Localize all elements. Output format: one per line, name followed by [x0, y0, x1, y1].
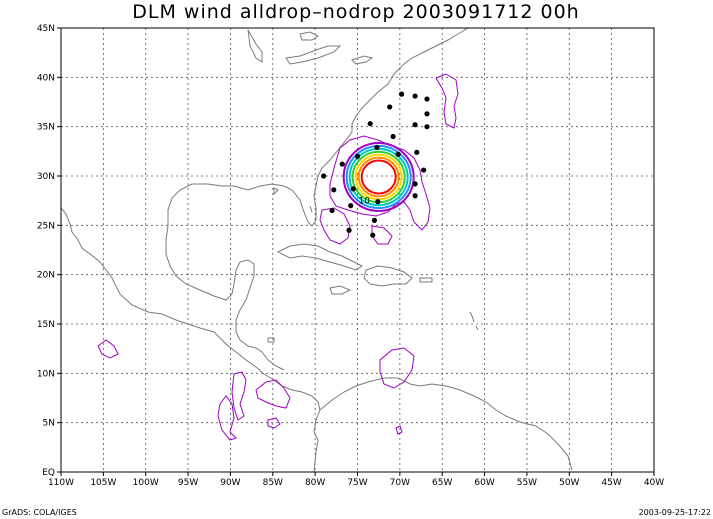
- dropsonde-point: [424, 124, 430, 130]
- dropsonde-point: [414, 149, 420, 155]
- tick-label-lon: 65W: [432, 478, 452, 488]
- longitude-axis: 110W 105W 100W 95W 90W 85W 80W 75W 70W 65W 60W 55W 5…: [48, 472, 664, 488]
- dropsonde-point: [375, 199, 381, 205]
- tick-label-lat: 30N: [37, 172, 55, 182]
- dropsonde-point: [387, 104, 393, 110]
- dropsonde-point: [398, 91, 405, 97]
- tick-label-lat: EQ: [42, 468, 55, 478]
- tick-label-lon: 100W: [133, 478, 159, 488]
- dropsonde-point: [367, 121, 373, 127]
- tick-label-lat: 40N: [37, 73, 55, 83]
- contour-ring: [357, 156, 400, 198]
- footer-timestamp: 2003-09-25-17:22: [639, 508, 711, 517]
- dropsonde-point: [331, 187, 337, 193]
- dropsonde-point: [339, 161, 345, 167]
- tick-label-lon: 90W: [220, 478, 240, 488]
- tick-label-lat: 5N: [43, 419, 55, 429]
- tick-label-lat: 15N: [37, 320, 55, 330]
- dropsonde-point: [424, 111, 430, 117]
- tick-label-lon: 45W: [601, 478, 621, 488]
- tick-label-lat: 20N: [37, 271, 55, 281]
- dropsonde-point: [354, 153, 361, 159]
- tick-label-lon: 110W: [48, 478, 74, 488]
- dropsonde-point: [412, 193, 418, 199]
- tick-label-lat: 10N: [37, 369, 55, 379]
- dropsonde-point: [350, 186, 356, 192]
- dropsonde-point: [390, 133, 396, 140]
- tick-label-lon: 80W: [305, 478, 325, 488]
- tick-label-lon: 105W: [90, 478, 116, 488]
- dropsonde-markers: [321, 91, 430, 238]
- dropsonde-point: [420, 167, 427, 173]
- dropsonde-point: [412, 93, 418, 99]
- dropsonde-point: [321, 173, 327, 179]
- contour-ring: [351, 150, 406, 204]
- tick-label-lon: 95W: [178, 478, 198, 488]
- tick-label-lat: 35N: [37, 123, 55, 133]
- grid-lines: [61, 28, 654, 472]
- tick-label-lon: 60W: [474, 478, 494, 488]
- contour-ring: [360, 159, 397, 195]
- map-title: DLM wind alldrop–nodrop 2003091712 00h: [132, 1, 579, 23]
- tick-label-lat: 45N: [37, 24, 55, 34]
- dropsonde-point: [412, 122, 418, 128]
- contour-ring: [342, 142, 415, 212]
- tick-label-lon: 50W: [559, 478, 579, 488]
- wind-difference-contours: [97, 73, 459, 441]
- tick-label-lon: 70W: [390, 478, 410, 488]
- dropsonde-point: [329, 207, 335, 214]
- coastlines: [61, 28, 573, 472]
- tick-label-lon: 40W: [644, 478, 664, 488]
- dropsonde-point: [424, 96, 430, 102]
- dropsonde-point: [370, 232, 376, 238]
- tick-label-lon: 75W: [347, 478, 367, 488]
- footer-credit: GrADS: COLA/IGES: [2, 508, 77, 517]
- tick-label-lon: 85W: [263, 478, 283, 488]
- dropsonde-point: [348, 203, 354, 209]
- dropsonde-point: [346, 227, 352, 233]
- dropsonde-point: [371, 217, 378, 223]
- latitude-axis: EQ 5N 10N 15N 20N 25N 30N 35N 40N 45N: [37, 24, 61, 478]
- dropsonde-point: [395, 151, 401, 157]
- dropsonde-point: [374, 144, 380, 150]
- tick-label-lon: 55W: [517, 478, 537, 488]
- dropsonde-point: [412, 181, 418, 187]
- contour-label: 10: [359, 197, 371, 207]
- tick-label-lat: 25N: [37, 221, 55, 231]
